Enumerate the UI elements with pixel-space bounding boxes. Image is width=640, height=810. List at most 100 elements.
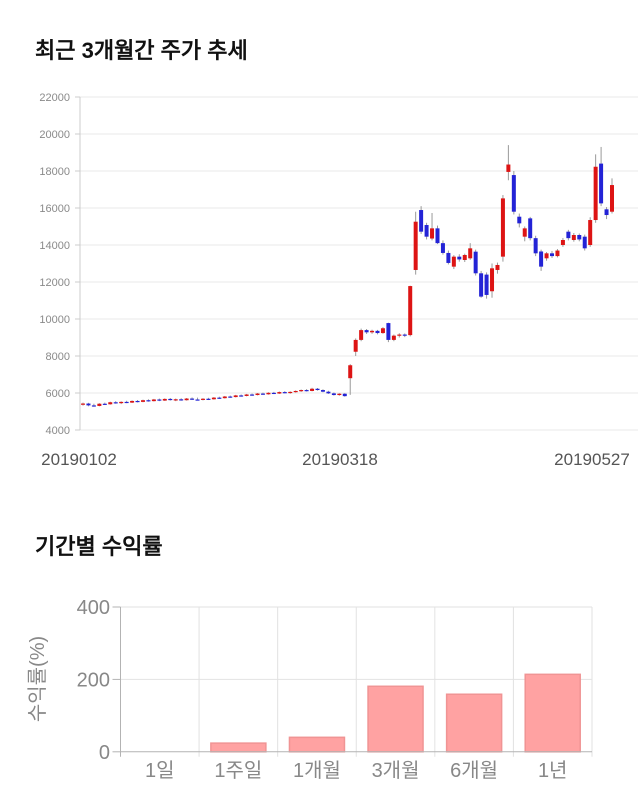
y-tick-label: 14000 xyxy=(39,240,70,252)
bar xyxy=(367,685,424,753)
candle-chart: 4000 6000 8000 10000 12000 14000 16000 18000 200… xyxy=(39,92,638,469)
candle-up xyxy=(571,235,576,241)
candle-up xyxy=(462,254,467,260)
candle-up xyxy=(288,391,293,394)
candle-up xyxy=(108,402,113,405)
candle-up xyxy=(588,220,593,245)
candle-up xyxy=(140,400,145,402)
candle-down xyxy=(239,395,244,397)
candle-up xyxy=(293,390,298,393)
candle-up xyxy=(200,398,205,400)
candle-down xyxy=(206,398,211,400)
bar xyxy=(445,693,503,753)
candle-up xyxy=(397,334,402,336)
candle-down xyxy=(577,235,582,240)
candle-down xyxy=(124,401,129,404)
candle-y-tick-labels: 4000 6000 8000 10000 12000 14000 16000 18000 200… xyxy=(39,92,70,437)
candle-down xyxy=(91,405,96,407)
candle-down xyxy=(457,256,462,260)
candle-up xyxy=(359,330,364,340)
candle-down xyxy=(271,392,276,395)
x-tick-label: 20190527 xyxy=(554,450,630,469)
candle-up xyxy=(544,253,549,259)
bar-y-tick-labels: 0 200 400 xyxy=(77,597,110,764)
candle-down xyxy=(386,323,391,340)
candle-up xyxy=(222,396,227,399)
candle-down xyxy=(342,393,347,397)
candle-up xyxy=(119,401,124,404)
candle-down xyxy=(582,236,587,249)
candle-down xyxy=(282,392,287,394)
candle-up xyxy=(97,403,102,406)
y-tick-label: 400 xyxy=(77,597,110,619)
bar-chart: 0 200 400 1일 1주일 1개월 3개월 6개월 1년 수익률(%) xyxy=(26,597,593,782)
candle-up xyxy=(555,250,560,257)
bar-grid xyxy=(112,606,593,757)
candle-up xyxy=(162,398,167,401)
candle-down xyxy=(179,399,184,401)
x-tick-label: 1주일 xyxy=(214,759,262,782)
x-tick-label: 1년 xyxy=(538,759,568,782)
candle-up xyxy=(610,185,614,212)
candle-up xyxy=(353,339,358,352)
candle-up xyxy=(130,400,135,403)
y-tick-label: 18000 xyxy=(39,166,70,178)
candle-up xyxy=(310,388,315,391)
candle-up xyxy=(337,393,342,396)
candle-down xyxy=(511,175,516,212)
candle-down xyxy=(446,252,451,263)
y-tick-label: 12000 xyxy=(39,277,70,289)
candle-down xyxy=(419,210,424,232)
candle-down xyxy=(479,273,484,297)
candle-up xyxy=(81,403,85,405)
x-tick-label: 3개월 xyxy=(372,759,420,782)
candle-down xyxy=(315,388,320,391)
x-tick-label: 1개월 xyxy=(293,759,341,782)
candle-up xyxy=(430,228,435,239)
candle-up xyxy=(593,166,598,221)
candle-up xyxy=(370,330,375,333)
candle-down xyxy=(440,243,445,253)
candle-up xyxy=(151,399,156,402)
candle-down xyxy=(86,403,91,406)
candle-down xyxy=(250,394,255,396)
candle-down xyxy=(228,396,233,398)
candle-up xyxy=(468,248,473,259)
bar xyxy=(524,673,581,753)
candle-down xyxy=(550,253,555,257)
candle-down xyxy=(331,393,336,396)
candle-up xyxy=(560,240,565,245)
candle-up xyxy=(380,328,385,334)
candle-down xyxy=(599,163,604,204)
candle-down xyxy=(424,225,429,237)
candle-grid xyxy=(75,96,638,431)
candle-up xyxy=(500,198,505,257)
candle-down xyxy=(528,218,533,239)
candle-up xyxy=(299,390,304,392)
candles xyxy=(81,145,614,407)
y-tick-label: 4000 xyxy=(46,425,70,437)
candle-down xyxy=(326,391,331,394)
candle-x-tick-labels: 20190102 20190318 20190527 xyxy=(41,450,630,469)
bar xyxy=(210,742,267,753)
candle-down xyxy=(304,390,309,392)
y-axis-title: 수익률(%) xyxy=(26,636,49,722)
y-tick-label: 22000 xyxy=(39,92,70,104)
candle-down xyxy=(217,397,222,399)
candle-down xyxy=(168,398,173,401)
bar-x-tick-labels: 1일 1주일 1개월 3개월 6개월 1년 xyxy=(145,759,567,782)
y-tick-label: 20000 xyxy=(39,129,70,141)
candle-up xyxy=(413,221,418,270)
x-tick-label: 20190102 xyxy=(41,450,117,469)
candle-up xyxy=(211,397,216,400)
x-tick-label: 1일 xyxy=(145,759,175,782)
candle-down xyxy=(102,403,107,405)
candle-chart-title: 최근 3개월간 주가 추세 xyxy=(35,38,248,63)
candle-up xyxy=(277,392,282,394)
candle-up xyxy=(184,398,189,401)
candle-down xyxy=(566,231,571,239)
candle-up xyxy=(522,228,527,237)
candle-up xyxy=(490,268,495,292)
candle-up xyxy=(451,256,456,267)
